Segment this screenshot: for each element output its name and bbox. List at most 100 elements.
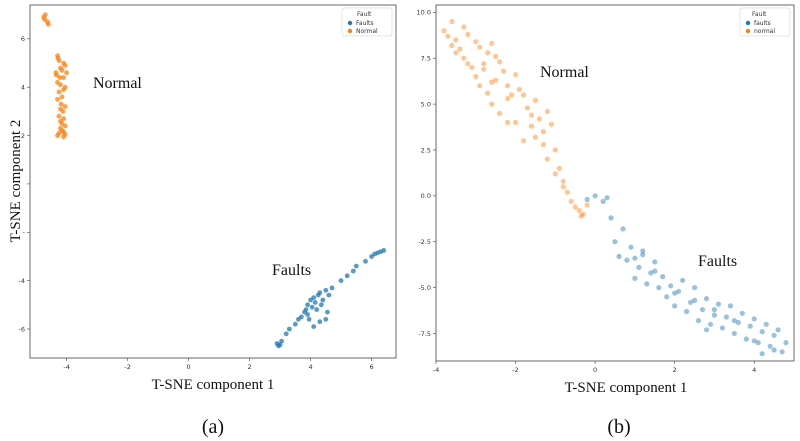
scatter-point-normal: [489, 101, 495, 107]
scatter-point-faults: [703, 296, 710, 302]
panel-a-legend-box: [341, 7, 393, 37]
scatter-point-normal: [60, 109, 66, 114]
panel-b-legend-box: [739, 7, 791, 37]
scatter-point-faults: [751, 316, 757, 322]
scatter-point-faults: [731, 330, 737, 337]
scatter-point-normal: [505, 96, 511, 102]
scatter-point-faults: [751, 338, 757, 344]
scatter-point-normal: [497, 59, 503, 65]
scatter-point-normal: [556, 165, 562, 171]
y-tick-label: -5.0: [418, 284, 431, 292]
scatter-point-normal: [568, 198, 574, 204]
x-tick-label: 0: [187, 363, 191, 371]
scatter-point-normal: [532, 97, 539, 103]
scatter-point-normal: [516, 86, 523, 92]
x-tick-label: -4: [63, 363, 69, 371]
panel-b-caption: (b): [607, 416, 630, 438]
scatter-point-faults: [325, 309, 330, 315]
scatter-point-normal: [445, 33, 451, 39]
panel-a-x-axis-title: T-SNE component 1: [152, 377, 275, 393]
scatter-point-normal: [584, 202, 590, 208]
scatter-point-faults: [715, 301, 722, 307]
y-tick-label: -4: [19, 277, 25, 285]
scatter-point-normal: [473, 74, 479, 80]
scatter-point-faults: [660, 274, 666, 280]
scatter-point-normal: [469, 64, 475, 70]
scatter-point-faults: [306, 316, 312, 322]
panel-b-chart: -7.5 -5.0 -2.5 0.0 2.5 5.0 7.5 10.0 -4 -2 0 2 4 Nor…: [417, 4, 795, 438]
x-tick-label: 0: [593, 366, 597, 374]
scatter-point-normal: [544, 156, 551, 162]
scatter-point-faults: [636, 264, 642, 270]
y-tick-label: 4: [21, 84, 25, 92]
scatter-point-faults: [305, 302, 310, 308]
scatter-point-normal: [536, 116, 543, 122]
scatter-point-faults: [672, 303, 678, 309]
scatter-point-normal: [544, 108, 551, 114]
scatter-point-normal: [505, 119, 511, 125]
scatter-point-faults: [719, 325, 726, 331]
scatter-point-faults: [326, 292, 332, 298]
x-tick-label: 2: [673, 366, 677, 374]
scatter-point-faults: [311, 295, 317, 300]
scatter-point-faults: [684, 308, 690, 315]
panel-a-y-axis-title: T-SNE component 2: [8, 120, 24, 243]
scatter-point-faults: [747, 323, 753, 329]
panel-a-points: [41, 12, 387, 349]
panel-a-x-ticks: -4 -2 0 2 4 6: [63, 358, 374, 371]
scatter-point-normal: [528, 123, 535, 129]
scatter-point-faults: [632, 255, 638, 261]
scatter-point-normal: [520, 92, 527, 98]
panel-a-legend-marker-faults: [347, 20, 353, 26]
panel-b-x-ticks: -4 -2 0 2 4: [433, 361, 756, 374]
scatter-point-faults: [283, 331, 289, 337]
scatter-point-faults: [688, 299, 694, 305]
scatter-point-normal: [59, 67, 65, 73]
scatter-point-normal: [513, 119, 519, 125]
scatter-point-faults: [707, 321, 714, 327]
scatter-point-normal: [548, 121, 555, 127]
panel-b-annotation-faults: Faults: [698, 253, 737, 270]
scatter-point-faults: [775, 327, 781, 333]
scatter-point-normal: [54, 72, 59, 78]
scatter-point-normal: [42, 12, 48, 18]
panel-a-legend: Fault Faults Normal: [341, 7, 393, 37]
scatter-point-faults: [314, 307, 320, 312]
panel-a-legend-title: Fault: [357, 11, 372, 18]
y-tick-label: 7.5: [421, 55, 431, 63]
scatter-point-faults: [344, 273, 350, 279]
scatter-point-faults: [277, 342, 283, 348]
scatter-point-normal: [489, 40, 495, 47]
scatter-point-faults: [731, 318, 737, 324]
scatter-point-faults: [608, 215, 614, 221]
panel-b-legend-marker-faults: [745, 20, 751, 26]
scatter-point-faults: [317, 290, 323, 296]
scatter-point-normal: [509, 92, 515, 98]
scatter-point-normal: [572, 204, 578, 210]
scatter-point-faults: [759, 351, 765, 357]
scatter-point-faults: [632, 275, 638, 281]
scatter-point-faults: [656, 285, 662, 291]
scatter-point-normal: [578, 213, 584, 219]
scatter-point-normal: [56, 89, 62, 95]
scatter-point-faults: [664, 294, 670, 300]
scatter-point-faults: [350, 268, 356, 274]
y-tick-label: -: [23, 229, 26, 237]
scatter-point-faults: [311, 324, 317, 329]
scatter-point-faults: [648, 270, 654, 276]
x-tick-label: -2: [124, 363, 130, 371]
scatter-point-faults: [735, 319, 741, 326]
panel-a-chart: -6-4-246 -4 -2 0 2 4 6 Normal Faults Fault Fa…: [8, 4, 397, 438]
scatter-point-normal: [56, 113, 62, 119]
scatter-point-faults: [600, 198, 606, 204]
scatter-point-faults: [323, 316, 329, 322]
scatter-point-faults: [303, 307, 309, 312]
scatter-point-faults: [676, 288, 682, 294]
scatter-point-faults: [318, 302, 324, 308]
scatter-point-faults: [703, 327, 710, 333]
scatter-point-faults: [353, 263, 359, 269]
scatter-point-faults: [783, 340, 789, 346]
scatter-point-faults: [644, 281, 650, 287]
panel-a-annotation-faults: Faults: [272, 262, 311, 279]
scatter-point-normal: [449, 18, 455, 25]
